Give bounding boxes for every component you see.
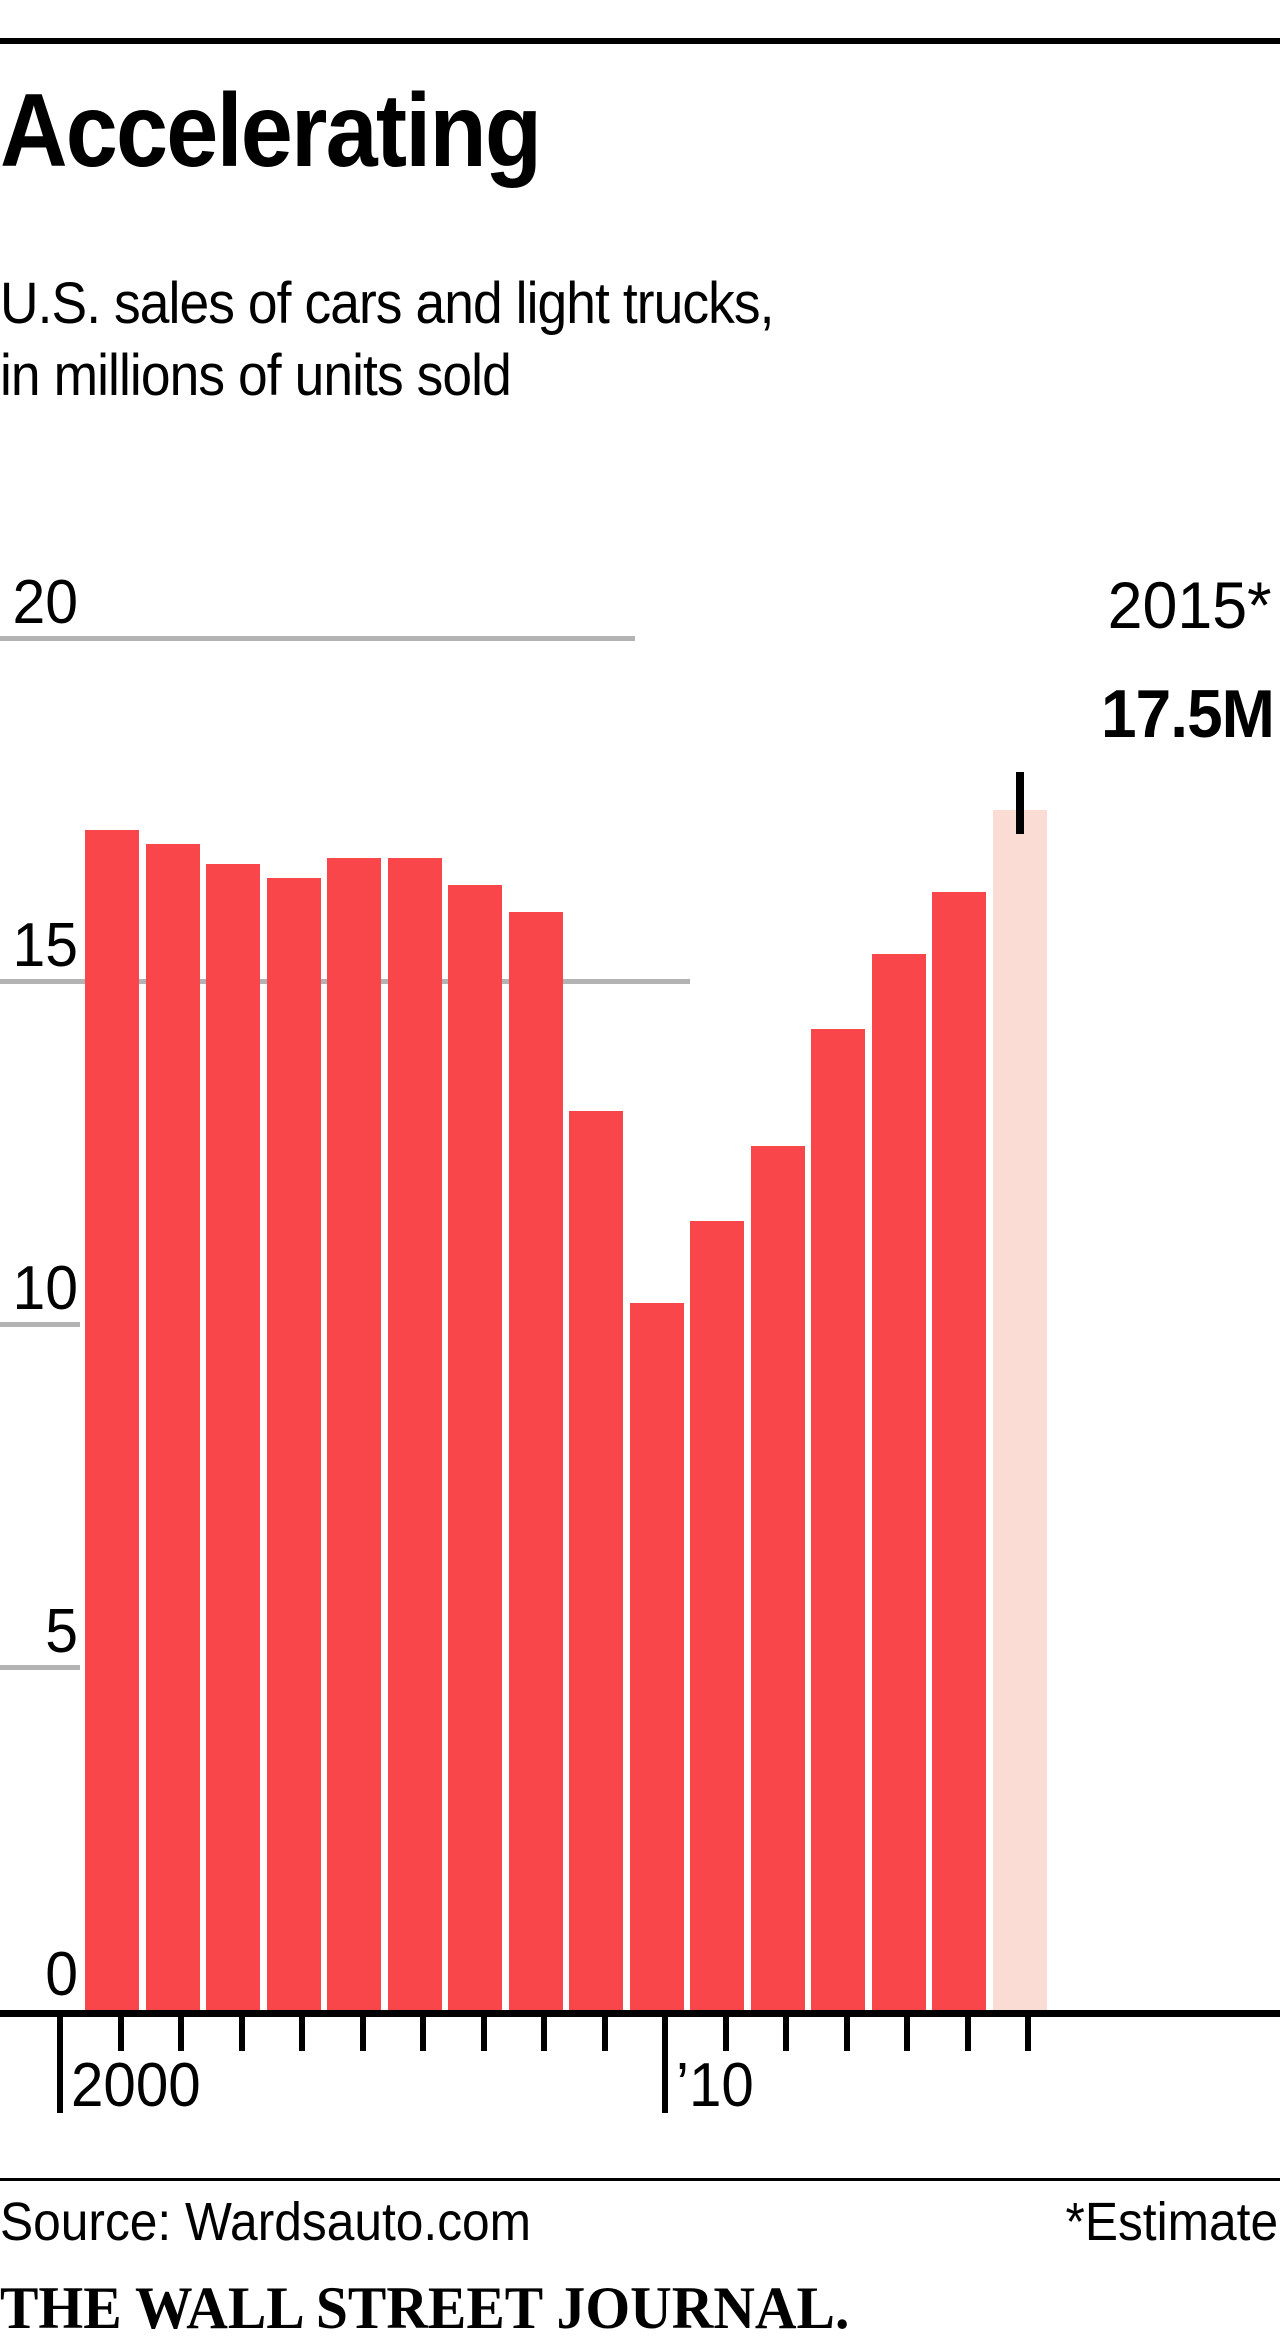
bar-2001 [145, 843, 200, 2010]
x-axis-tick-3 [238, 2017, 245, 2051]
bar-2010 [690, 1221, 744, 2010]
estimate-note-label: *Estimate [1065, 2192, 1278, 2252]
callout-year-label: 2015* [1108, 568, 1272, 642]
x-axis-tick-9 [601, 2017, 608, 2051]
x-axis-tick-11 [722, 2017, 729, 2051]
x-axis-label-0: 2000 [71, 2051, 201, 2120]
bar-2002 [206, 864, 260, 2010]
x-axis-tick-15 [964, 2017, 971, 2051]
x-axis-label-1: ’10 [676, 2051, 754, 2120]
gridline-5 [0, 1665, 80, 1670]
bar-2014 [932, 891, 986, 2010]
subtitle-line-2: in millions of units sold [0, 343, 512, 408]
bar-2000 [85, 830, 139, 2010]
x-axis-tick-6 [420, 2017, 426, 2051]
x-axis-tick-16 [1025, 2017, 1031, 2051]
page-subtitle: U.S. sales of cars and light trucks, in … [0, 268, 1233, 412]
callout-value-label: 17.5M [1101, 676, 1275, 752]
x-axis-tick-12 [783, 2017, 789, 2051]
y-axis-label-10: 10 [12, 1254, 78, 1323]
x-axis-tick-5 [359, 2017, 366, 2051]
bar-2007 [508, 912, 563, 2010]
subtitle-line-1: U.S. sales of cars and light trucks, [0, 271, 774, 336]
footer-divider [0, 2178, 1280, 2181]
bar-2012 [811, 1029, 865, 2010]
bar-2008 [569, 1111, 623, 2010]
y-axis-label-15: 15 [12, 911, 78, 980]
bar-2004 [327, 857, 381, 2010]
x-axis-tick-0 [57, 2017, 63, 2113]
bar-estimate-2015 [992, 809, 1047, 2010]
callout-leader-line [1015, 772, 1024, 834]
y-axis-label-20: 20 [12, 568, 78, 637]
x-axis-tick-10 [662, 2017, 668, 2113]
x-axis-tick-13 [843, 2017, 850, 2051]
bar-2005 [387, 857, 442, 2010]
bar-2009 [629, 1303, 684, 2010]
wsj-logo: THE WALL STREET JOURNAL. [0, 2275, 850, 2341]
gridline-10 [0, 1322, 80, 1327]
top-rule-divider [0, 38, 1280, 44]
gridline-20 [0, 636, 635, 641]
x-axis-tick-2 [178, 2017, 184, 2051]
page-title: Accelerating [0, 73, 542, 189]
bar-2013 [871, 953, 926, 2010]
x-axis-line [0, 2010, 1280, 2017]
x-axis-tick-4 [299, 2017, 305, 2051]
x-axis-tick-8 [541, 2017, 547, 2051]
bar-2003 [266, 878, 321, 2010]
x-axis-tick-14 [904, 2017, 910, 2051]
y-axis-label-5: 5 [45, 1597, 78, 1666]
y-axis-label-0: 0 [45, 1940, 78, 2009]
x-axis-tick-1 [117, 2017, 124, 2051]
source-label: Source: Wardsauto.com [0, 2192, 532, 2252]
x-axis-tick-7 [480, 2017, 487, 2051]
bar-2011 [750, 1145, 805, 2010]
bars-group [85, 809, 1047, 2010]
bar-2006 [448, 884, 502, 2010]
